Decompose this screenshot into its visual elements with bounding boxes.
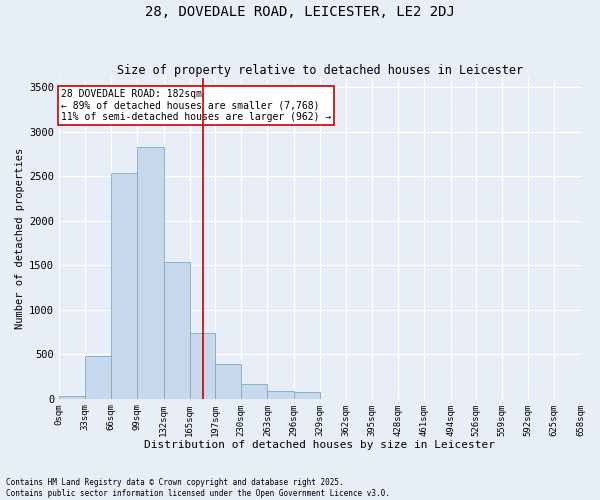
Bar (112, 174, 137, 398)
Bar (164, 262, 190, 398)
Bar (241, 384, 268, 398)
Bar (293, 392, 320, 398)
Bar (137, 146, 164, 398)
Bar (215, 364, 241, 398)
Text: 28, DOVEDALE ROAD, LEICESTER, LE2 2DJ: 28, DOVEDALE ROAD, LEICESTER, LE2 2DJ (145, 5, 455, 19)
Bar (190, 333, 215, 398)
Y-axis label: Number of detached properties: Number of detached properties (15, 148, 25, 329)
Bar (59, 396, 85, 398)
X-axis label: Distribution of detached houses by size in Leicester: Distribution of detached houses by size … (144, 440, 495, 450)
Text: Contains HM Land Registry data © Crown copyright and database right 2025.
Contai: Contains HM Land Registry data © Crown c… (6, 478, 390, 498)
Title: Size of property relative to detached houses in Leicester: Size of property relative to detached ho… (117, 64, 523, 77)
Bar (85, 356, 112, 399)
Text: 28 DOVEDALE ROAD: 182sqm
← 89% of detached houses are smaller (7,768)
11% of sem: 28 DOVEDALE ROAD: 182sqm ← 89% of detach… (61, 89, 331, 122)
Bar (268, 390, 293, 398)
